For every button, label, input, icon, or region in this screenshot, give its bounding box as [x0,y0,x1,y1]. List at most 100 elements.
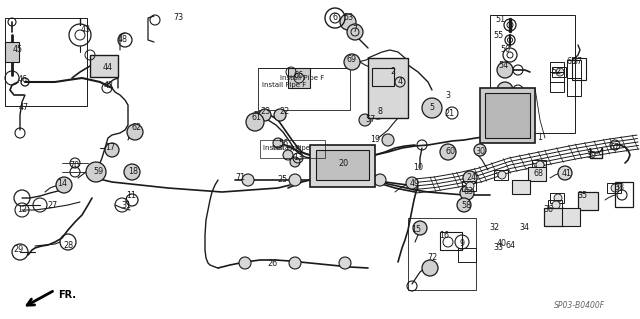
Text: 21: 21 [444,108,454,117]
Bar [5,18,87,106]
Text: 31: 31 [121,201,131,210]
Bar [572,58,586,80]
Circle shape [406,177,418,189]
Text: 12: 12 [17,205,27,214]
Bar [550,193,564,203]
Text: 57: 57 [365,115,375,124]
Bar [490,15,575,133]
Bar [458,248,476,262]
Bar [567,78,581,96]
Bar [408,218,476,290]
Bar [462,181,476,191]
Circle shape [374,174,386,186]
Text: 42: 42 [104,80,114,90]
Circle shape [552,201,560,209]
Text: 20: 20 [338,159,348,167]
Text: 23: 23 [260,108,270,116]
Text: 49: 49 [410,179,420,188]
Text: 35: 35 [577,190,587,199]
Text: 19: 19 [370,136,380,145]
Text: 27: 27 [48,201,58,210]
Text: 70: 70 [69,160,79,169]
Circle shape [273,138,283,148]
Bar [550,72,564,82]
Text: 32: 32 [489,224,499,233]
Text: 28: 28 [63,241,73,249]
Text: 16: 16 [439,231,449,240]
Text: 55: 55 [493,31,503,40]
Text: 39: 39 [586,151,596,160]
Text: 61: 61 [251,114,261,122]
Text: 33: 33 [493,243,503,253]
Circle shape [289,174,301,186]
Text: 45: 45 [13,46,23,55]
Bar [512,180,530,194]
Text: Install Pipe: Install Pipe [272,145,310,151]
Bar [544,208,564,226]
Circle shape [289,257,301,269]
Circle shape [463,171,477,185]
Text: 40: 40 [497,239,507,248]
Text: 4: 4 [397,78,403,86]
Text: 72: 72 [427,254,437,263]
Bar [288,68,310,88]
Text: 63: 63 [463,188,473,197]
Text: 8: 8 [378,108,383,116]
Text: 18: 18 [128,167,138,176]
Text: 37: 37 [572,57,582,66]
Bar [567,60,581,78]
Circle shape [497,62,513,78]
Circle shape [558,166,572,180]
Text: 17: 17 [105,144,115,152]
Text: 58: 58 [461,201,471,210]
Text: 36: 36 [543,205,553,214]
Bar [578,192,598,210]
Circle shape [339,257,351,269]
Text: 24: 24 [466,174,476,182]
Circle shape [536,161,544,169]
Circle shape [422,260,438,276]
Bar [316,150,369,180]
Bar [528,167,546,181]
Text: 2: 2 [390,68,396,77]
Text: FR.: FR. [58,290,76,300]
Circle shape [422,98,442,118]
Circle shape [359,114,371,126]
Circle shape [344,54,360,70]
Circle shape [340,14,356,30]
Circle shape [290,157,300,167]
Bar [607,183,621,193]
Text: 34: 34 [519,224,529,233]
Text: 54: 54 [498,61,508,70]
Bar [5,42,19,62]
Text: 53: 53 [343,13,353,23]
Circle shape [497,82,513,98]
Circle shape [611,184,619,192]
Circle shape [127,124,143,140]
Circle shape [274,109,286,121]
Bar [480,88,535,143]
Bar [548,200,562,210]
Text: 52: 52 [551,68,561,77]
Circle shape [339,174,351,186]
Text: 41: 41 [562,168,572,177]
Bar [485,93,530,138]
Text: 13: 13 [293,153,303,162]
Circle shape [498,171,506,179]
Text: 66: 66 [293,70,303,79]
Text: Install Pipe: Install Pipe [263,145,301,151]
Text: 67: 67 [610,144,620,152]
Circle shape [440,144,456,160]
Text: 44: 44 [103,63,113,72]
Bar [368,58,408,118]
Text: 1: 1 [538,133,543,143]
Text: Install Pipe F: Install Pipe F [280,75,324,81]
Circle shape [239,257,251,269]
Text: 5: 5 [429,103,435,113]
Bar [532,160,546,170]
Bar [260,140,325,158]
Bar [562,208,580,226]
Circle shape [347,24,363,40]
Text: Install Pipe F: Install Pipe F [262,82,307,88]
Text: 71: 71 [235,174,245,182]
